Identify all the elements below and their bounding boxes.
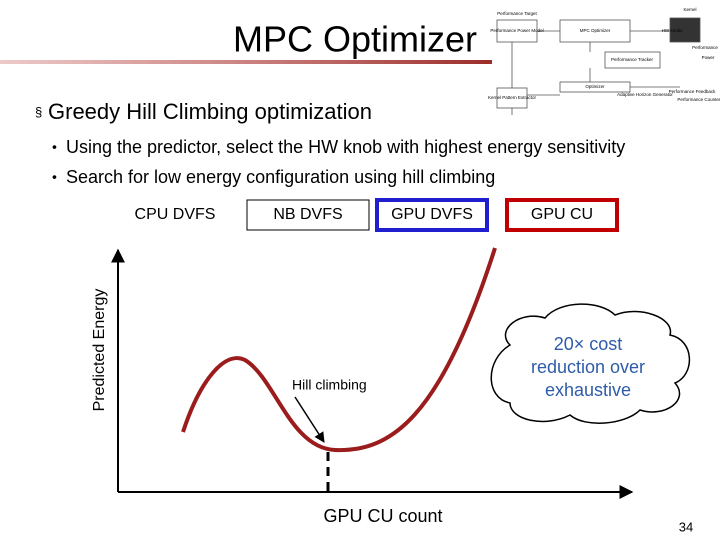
annotation: Hill climbing [292,377,367,393]
subbullet: Using the predictor, select the HW knob … [66,137,625,157]
diagram-label: MPC Optimizer [580,28,611,33]
diagram-label: Performance Tracker [611,57,654,62]
title: MPC Optimizer [233,19,477,60]
diagram-label: Performance Feedback [669,89,717,94]
knob-label: GPU CU [531,206,593,223]
knob-label: GPU DVFS [391,206,473,223]
diagram-label: Performance Counters [677,97,720,102]
bullet-marker: • [52,139,57,155]
diagram-label: Performance Power Model [490,28,543,33]
diagram-label: HW knobs [662,28,684,33]
system-diagram [496,17,701,115]
diagram-label: Kernel Pattern Extractor [488,95,537,100]
diagram-label: Optimizer [585,84,605,89]
bullet-marker: • [52,169,57,185]
knob-box [505,198,619,232]
callout-cloud [490,303,691,424]
callout-text: 20× cost [554,334,623,354]
x-axis-label: GPU CU count [323,506,442,526]
annotation-arrow [294,396,325,443]
bullet-marker: § [35,104,42,119]
y-axis-label: Predicted Energy [91,289,108,412]
page-number: 34 [679,519,693,534]
diagram-label: Performance [692,45,718,50]
title-underline [0,60,492,64]
diagram-label: Power [702,55,715,60]
knob-box [246,199,370,231]
diagram-label: Performance Target [497,11,537,16]
knob-label: CPU DVFS [135,206,216,223]
diagram-label: Kernel [683,7,696,12]
subbullet: Search for low energy configuration usin… [66,167,495,187]
knob-label: NB DVFS [273,206,342,223]
callout-text: exhaustive [545,380,631,400]
bullet: Greedy Hill Climbing optimization [48,99,372,124]
callout-text: reduction over [531,357,645,377]
energy-curve [181,247,497,453]
knob-box [375,198,489,232]
diagram-label: Adaptive Horizon Generator [617,92,673,97]
